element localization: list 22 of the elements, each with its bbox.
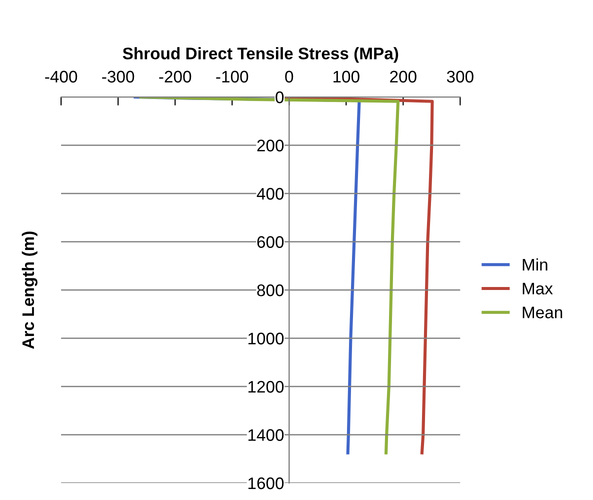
x-tick-label: -200 (159, 70, 192, 83)
y-tick-label: 600 (257, 236, 284, 248)
x-tick-label: 200 (390, 70, 416, 83)
y-tick-label: 200 (257, 140, 284, 152)
x-tick-label: -100 (216, 70, 248, 83)
x-tick-label: -400 (45, 70, 78, 83)
y-tick-label: 1600 (248, 477, 284, 490)
x-tick-label: -300 (102, 70, 134, 83)
x-tick-label: 0 (285, 70, 294, 83)
y-tick-label: 1400 (248, 429, 284, 441)
x-tick-label: 300 (446, 70, 474, 83)
y-tick-label: 800 (257, 284, 284, 296)
legend-label: Max (522, 282, 553, 294)
x-axis-title: Shroud Direct Tensile Stress (MPa) (122, 47, 398, 63)
legend-label: Min (522, 258, 548, 270)
y-axis-title: Arc Length (m) (22, 232, 38, 349)
y-tick-label: 400 (256, 188, 284, 200)
y-tick-label: 0 (276, 91, 284, 104)
y-tick-label: 1200 (248, 380, 284, 393)
legend-label: Mean (522, 306, 562, 318)
y-tick-label: 1000 (248, 332, 284, 344)
x-tick-label: 100 (334, 70, 360, 83)
